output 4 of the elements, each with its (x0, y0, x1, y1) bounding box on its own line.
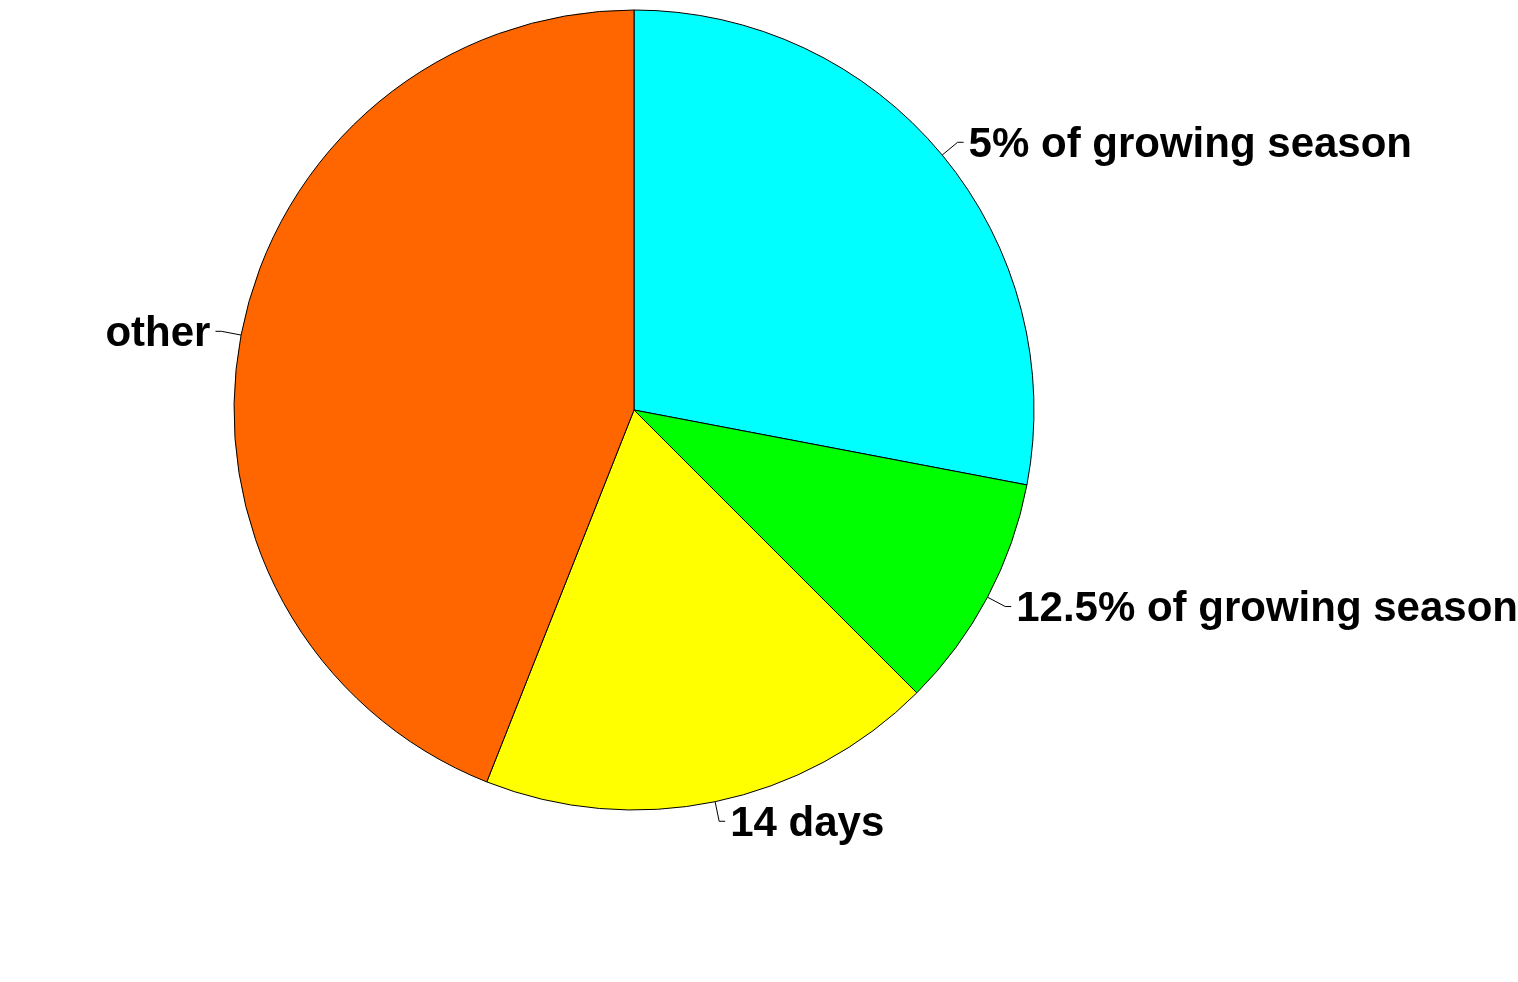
slice-label: 12.5% of growing season (1016, 583, 1518, 631)
slice-label: other (105, 307, 211, 355)
slice-label: 14 days (730, 797, 885, 845)
slice-label: 5% of growing season (968, 118, 1413, 166)
